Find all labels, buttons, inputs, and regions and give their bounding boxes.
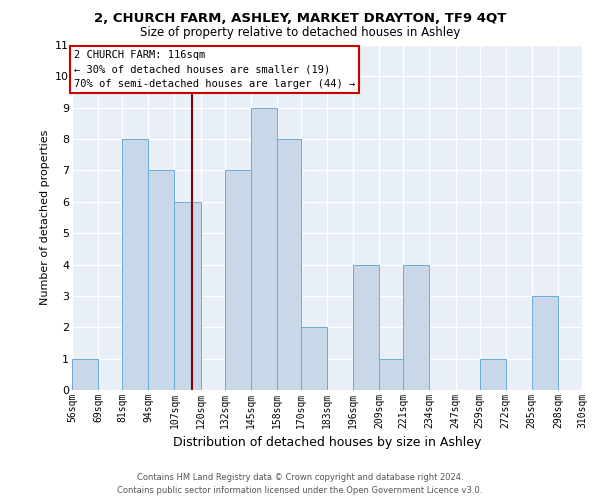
Bar (251, 108, 277, 390)
Text: Contains HM Land Registry data © Crown copyright and database right 2024.
Contai: Contains HM Land Registry data © Crown c… (118, 474, 482, 495)
Text: 2 CHURCH FARM: 116sqm
← 30% of detached houses are smaller (19)
70% of semi-deta: 2 CHURCH FARM: 116sqm ← 30% of detached … (74, 50, 355, 90)
X-axis label: Distribution of detached houses by size in Ashley: Distribution of detached houses by size … (173, 436, 481, 450)
Bar (122, 139, 148, 390)
Text: Size of property relative to detached houses in Ashley: Size of property relative to detached ho… (140, 26, 460, 39)
Bar (277, 139, 301, 390)
Bar (72, 358, 98, 390)
Y-axis label: Number of detached properties: Number of detached properties (40, 130, 50, 305)
Bar (379, 358, 403, 390)
Bar (532, 296, 558, 390)
Bar (224, 170, 251, 390)
Bar (353, 264, 379, 390)
Bar (403, 264, 430, 390)
Bar (148, 170, 175, 390)
Bar (175, 202, 200, 390)
Text: 2, CHURCH FARM, ASHLEY, MARKET DRAYTON, TF9 4QT: 2, CHURCH FARM, ASHLEY, MARKET DRAYTON, … (94, 12, 506, 26)
Bar (301, 328, 327, 390)
Bar (479, 358, 506, 390)
